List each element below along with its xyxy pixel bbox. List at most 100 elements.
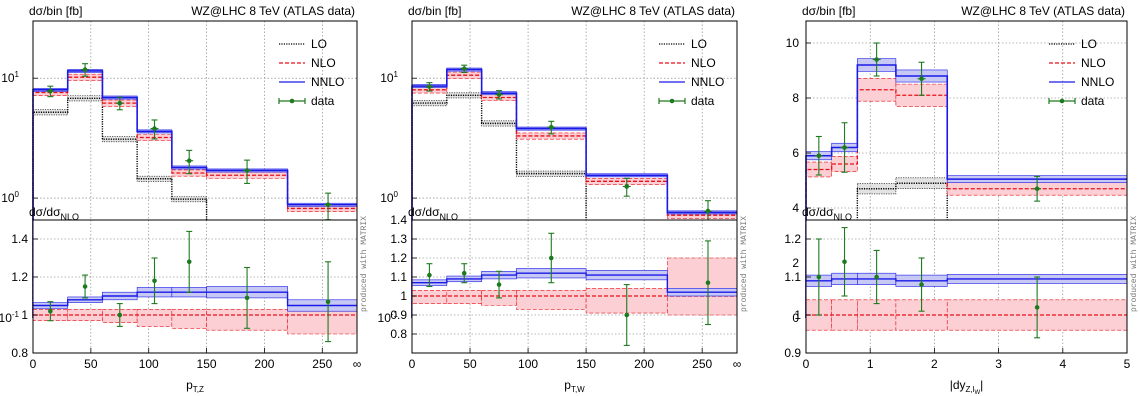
nnlo-step-line	[805, 64, 1127, 318]
data-point	[244, 168, 250, 173]
x-axis-label: pT,Z	[186, 378, 204, 394]
ratio-y-axis-label: dσ/dσNLO	[802, 205, 852, 222]
data-point	[705, 208, 711, 214]
x-label-main: p	[186, 378, 193, 392]
ratio-y-axis-label: dσ/dσNLO	[29, 205, 79, 222]
x-tick-label: 250	[692, 357, 712, 371]
ratio-data-point	[244, 295, 250, 301]
chart-title: WZ@LHC 8 TeV (ATLAS data)	[571, 4, 735, 18]
legend-label: NLO	[691, 56, 716, 70]
data-point	[1034, 186, 1040, 192]
data-point	[152, 126, 157, 131]
data-point	[325, 202, 331, 208]
ratio-data-point	[152, 278, 157, 284]
y-axis-label: dσ/bin [fb]	[408, 4, 461, 18]
ratio-data-point	[82, 284, 88, 289]
nlo-ratio-band-bin	[136, 308, 173, 327]
ratio-label-main: dσ/dσ	[408, 205, 440, 219]
y-tick-label: 2	[792, 256, 799, 270]
nnlo-ratio-line	[412, 272, 737, 293]
ratio-label-subscript: NLO	[61, 212, 80, 222]
ratio-label-subscript: NLO	[834, 212, 853, 222]
y-tick-label: 8	[792, 91, 799, 105]
ratio-data-point	[842, 259, 847, 265]
nnlo-step-line	[411, 68, 737, 318]
y-tick-label: 100	[380, 190, 398, 205]
data-point	[117, 100, 123, 106]
watermark-text: produced with MATRIX	[740, 216, 749, 312]
legend-label: data	[1081, 94, 1105, 108]
ratio-plot: 0.8 1 1.2 1.4 0 50 100 150 200 250 ∞ dσ/dσNLO pT,Z	[11, 205, 361, 394]
data-point	[82, 67, 88, 72]
x-label-main: |dy	[950, 378, 966, 392]
ratio-data-point	[186, 259, 192, 265]
ratio-y-tick-label: 1.4	[390, 213, 407, 227]
watermark-text: produced with MATRIX	[360, 216, 369, 312]
ratio-data-point	[624, 312, 630, 318]
legend-swatch-marker	[1059, 98, 1065, 104]
x-tick-label: 4	[1059, 357, 1066, 371]
x-tick-label: 100	[139, 357, 159, 371]
ratio-data-point	[117, 312, 123, 318]
ratio-y-tick-label: 1.2	[11, 270, 28, 284]
ratio-data-point	[919, 282, 924, 287]
x-tick-label: 150	[197, 357, 217, 371]
x-tick-label: 100	[518, 357, 538, 371]
x-label-subscript: T,Z	[193, 385, 204, 394]
x-label-subsubscript: W	[974, 390, 980, 396]
x-tick-label: 200	[634, 357, 654, 371]
lo-band-bin	[102, 136, 138, 143]
x-tick-label: 0	[409, 357, 416, 371]
chart-panel-2: 1 0 -1 100 101 dσ/bin [fb] WZ@LHC 8 TeV (ATLAS…	[378, 4, 749, 394]
ratio-label-main: dσ/dσ	[29, 205, 61, 219]
x-tick-label: 5	[1124, 357, 1131, 371]
y-axis-label: dσ/bin [fb]	[802, 4, 855, 18]
lo-step-line	[805, 182, 1127, 318]
chart-title: WZ@LHC 8 TeV (ATLAS data)	[961, 4, 1125, 18]
nlo-ratio-band-bin	[171, 308, 207, 329]
x-axis-label: |dyZ,lW|	[950, 378, 983, 396]
x-label-main: p	[564, 378, 571, 392]
legend-label: LO	[691, 37, 707, 51]
legend-label: NNLO	[691, 75, 724, 89]
legend-label: NLO	[1081, 56, 1106, 70]
data-point	[842, 145, 847, 150]
ratio-plot: 0.8 0.9 1 1.1 1.2 1.3 1.4 0 50 100 150 200 250 ∞ dσ/dσ…	[390, 205, 741, 394]
x-axis-label: pT,W	[564, 378, 585, 394]
y-tick-exponent: 1	[394, 70, 399, 79]
y-tick-label: 6	[792, 146, 799, 160]
data-point	[874, 57, 879, 62]
y-tick-exponent: -1	[391, 310, 399, 319]
x-tick-label: 1	[867, 357, 874, 371]
lo-band-bin	[411, 100, 448, 107]
x-label-subscript: Z,l	[966, 385, 975, 394]
x-tick-label: ∞	[733, 357, 742, 371]
y-tick-exponent: -1	[12, 310, 20, 319]
nnlo-step-line	[32, 70, 357, 318]
x-label-close: |	[980, 378, 983, 392]
data-point	[548, 124, 554, 130]
lo-band-bin	[136, 175, 173, 182]
legend-label: NNLO	[311, 75, 344, 89]
x-tick-label: 250	[312, 357, 332, 371]
legend: LO NLO NNLO data	[658, 37, 724, 108]
chart-title: WZ@LHC 8 TeV (ATLAS data)	[191, 4, 355, 18]
legend: LO NLO NNLO data	[1048, 37, 1114, 108]
legend-label: NLO	[311, 56, 336, 70]
y-tick-label: 100	[1, 190, 19, 205]
ratio-y-tick-label: 1	[21, 308, 28, 322]
ratio-y-tick-label: 0.8	[390, 327, 407, 341]
x-tick-label: 50	[463, 357, 477, 371]
watermark-text: produced with MATRIX	[1130, 216, 1139, 312]
nlo-ratio-band-bin	[516, 289, 587, 310]
y-tick-exponent: 0	[15, 190, 20, 199]
ratio-data-point	[427, 272, 432, 278]
ratio-data-point	[548, 255, 554, 261]
ratio-y-tick-label: 1	[400, 289, 407, 303]
ratio-data-point	[461, 270, 467, 276]
ratio-plot-frame	[805, 219, 1128, 354]
data-point	[919, 76, 924, 82]
x-tick-label: 2	[931, 357, 938, 371]
legend-label: NNLO	[1081, 75, 1114, 89]
